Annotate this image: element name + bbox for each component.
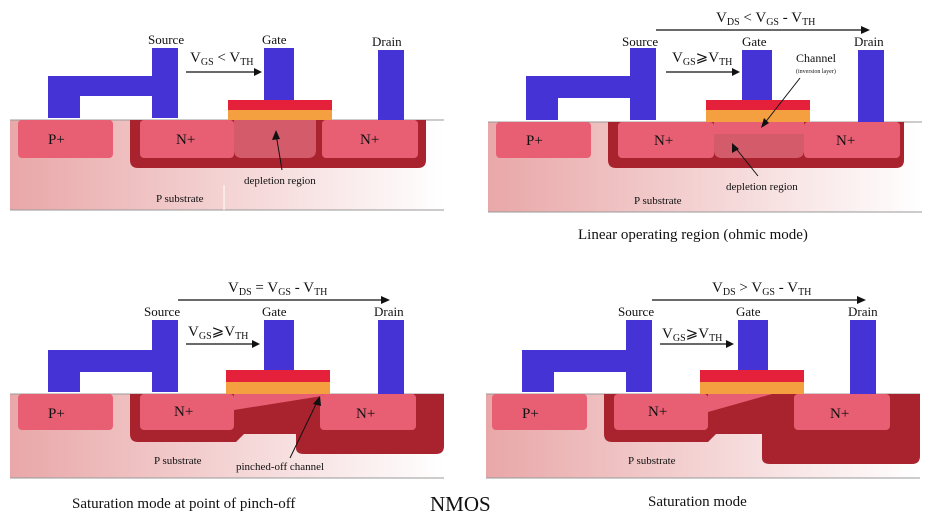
vgs-expression: VGS⩾VTH [188,324,248,342]
p-plus-label: P+ [48,132,65,148]
drain-label: Drain [854,34,884,49]
n-plus-drain-region [320,394,416,430]
n-plus-source-label: N+ [176,132,195,148]
gate-contact [742,50,772,100]
p-plus-region [18,394,113,430]
drain-label: Drain [372,34,402,49]
panel-linear: Source Gate Drain P+ N+ N+ P substrate d… [488,10,922,213]
source-contact [48,48,178,118]
gate-poly [700,370,804,382]
n-plus-drain-region [794,394,890,430]
drain-contact [858,50,884,122]
pinched-channel [708,394,772,412]
source-contact [526,48,656,120]
source-label: Source [144,304,180,319]
source-contact [48,320,178,392]
vgs-expression: VGS < VTH [190,50,254,68]
gate-label: Gate [742,34,767,49]
gate-contact [264,48,294,100]
n-plus-source-label: N+ [174,404,193,420]
vds-expression: VDS > VGS - VTH [712,280,811,298]
inversion-layer-label: (inversion layer) [796,68,836,75]
source-label: Source [148,32,184,47]
gate-poly [226,370,330,382]
page-title: NMOS [430,492,491,516]
channel-label: Channel [796,51,837,65]
gate-oxide [226,382,330,394]
depletion-label: depletion region [726,181,798,193]
source-label: Source [618,304,654,319]
source-label: Source [622,34,658,49]
drain-label: Drain [848,304,878,319]
p-plus-label: P+ [522,406,539,422]
n-plus-drain-label: N+ [356,406,375,422]
n-plus-drain-label: N+ [360,132,379,148]
substrate-label: P substrate [634,195,682,207]
gate-contact [264,320,294,370]
vgs-expression: VGS⩾VTH [662,326,722,344]
n-plus-source-region [618,122,714,158]
p-plus-region [18,120,113,158]
n-plus-source-label: N+ [654,133,673,149]
gate-contact [738,320,768,370]
panel-cutoff: Source Gate Drain P+ N+ N+ P substrate d… [10,32,444,211]
gate-oxide [228,110,332,120]
drain-contact [378,50,404,120]
p-plus-label: P+ [48,406,65,422]
depletion-label: depletion region [244,175,316,187]
n-plus-source-region [140,394,234,430]
vds-expression: VDS = VGS - VTH [228,280,327,298]
p-plus-label: P+ [526,133,543,149]
gate-poly [706,100,810,110]
drain-contact [850,320,876,394]
gate-label: Gate [262,32,287,47]
substrate-label: P substrate [156,193,204,205]
gate-label: Gate [736,304,761,319]
n-plus-drain-region [804,122,900,158]
p-plus-region [492,394,587,430]
inversion-channel [714,122,804,134]
n-plus-drain-label: N+ [836,133,855,149]
panel-saturation: Source Gate Drain P+ N+ N+ P substrate V… [486,280,920,479]
caption-linear: Linear operating region (ohmic mode) [578,227,808,243]
panel-pinchoff: Source Gate Drain P+ N+ N+ P substrate p… [10,280,444,479]
gate-oxide [700,382,804,394]
substrate-label: P substrate [154,455,202,467]
caption-saturation: Saturation mode [648,494,747,510]
drain-label: Drain [374,304,404,319]
drain-contact [378,320,404,394]
n-plus-source-label: N+ [648,404,667,420]
gate-oxide [706,110,810,122]
caption-pinchoff: Saturation mode at point of pinch-off [72,496,296,512]
n-plus-source-region [614,394,708,430]
n-plus-drain-label: N+ [830,406,849,422]
gate-poly [228,100,332,110]
pinched-channel-label: pinched-off channel [236,461,324,473]
n-plus-drain-region [322,120,418,158]
p-plus-region [496,122,591,158]
vds-expression: VDS < VGS - VTH [716,10,815,28]
source-contact [522,320,652,392]
pinched-channel [234,394,322,410]
substrate-label: P substrate [628,455,676,467]
vgs-expression: VGS⩾VTH [672,50,732,68]
n-plus-source-region [140,120,234,158]
gate-label: Gate [262,304,287,319]
